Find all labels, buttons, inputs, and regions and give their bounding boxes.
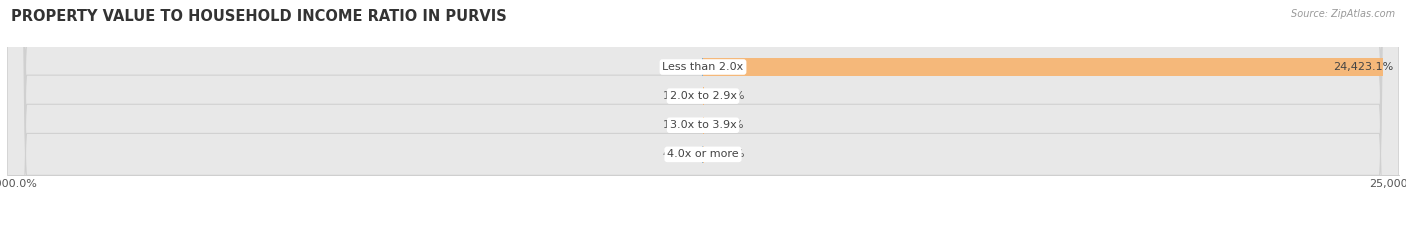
- Text: Less than 2.0x: Less than 2.0x: [662, 62, 744, 72]
- Text: 43.9%: 43.9%: [662, 149, 697, 159]
- Legend: Without Mortgage, With Mortgage: Without Mortgage, With Mortgage: [588, 230, 818, 233]
- Text: 24,423.1%: 24,423.1%: [1333, 62, 1393, 72]
- Text: 11.6%: 11.6%: [664, 120, 699, 130]
- Text: Source: ZipAtlas.com: Source: ZipAtlas.com: [1291, 9, 1395, 19]
- Text: 46.2%: 46.2%: [710, 91, 745, 101]
- Text: 2.0x to 2.9x: 2.0x to 2.9x: [669, 91, 737, 101]
- Text: 30.2%: 30.2%: [662, 62, 697, 72]
- Text: PROPERTY VALUE TO HOUSEHOLD INCOME RATIO IN PURVIS: PROPERTY VALUE TO HOUSEHOLD INCOME RATIO…: [11, 9, 508, 24]
- Text: 4.0x or more: 4.0x or more: [668, 149, 738, 159]
- FancyBboxPatch shape: [7, 0, 1399, 233]
- Text: 3.0x to 3.9x: 3.0x to 3.9x: [669, 120, 737, 130]
- Text: 19.2%: 19.2%: [709, 120, 745, 130]
- FancyBboxPatch shape: [7, 0, 1399, 233]
- Text: 14.3%: 14.3%: [664, 91, 699, 101]
- Bar: [703, 58, 1384, 76]
- FancyBboxPatch shape: [7, 0, 1399, 233]
- Text: 20.4%: 20.4%: [709, 149, 745, 159]
- FancyBboxPatch shape: [7, 0, 1399, 233]
